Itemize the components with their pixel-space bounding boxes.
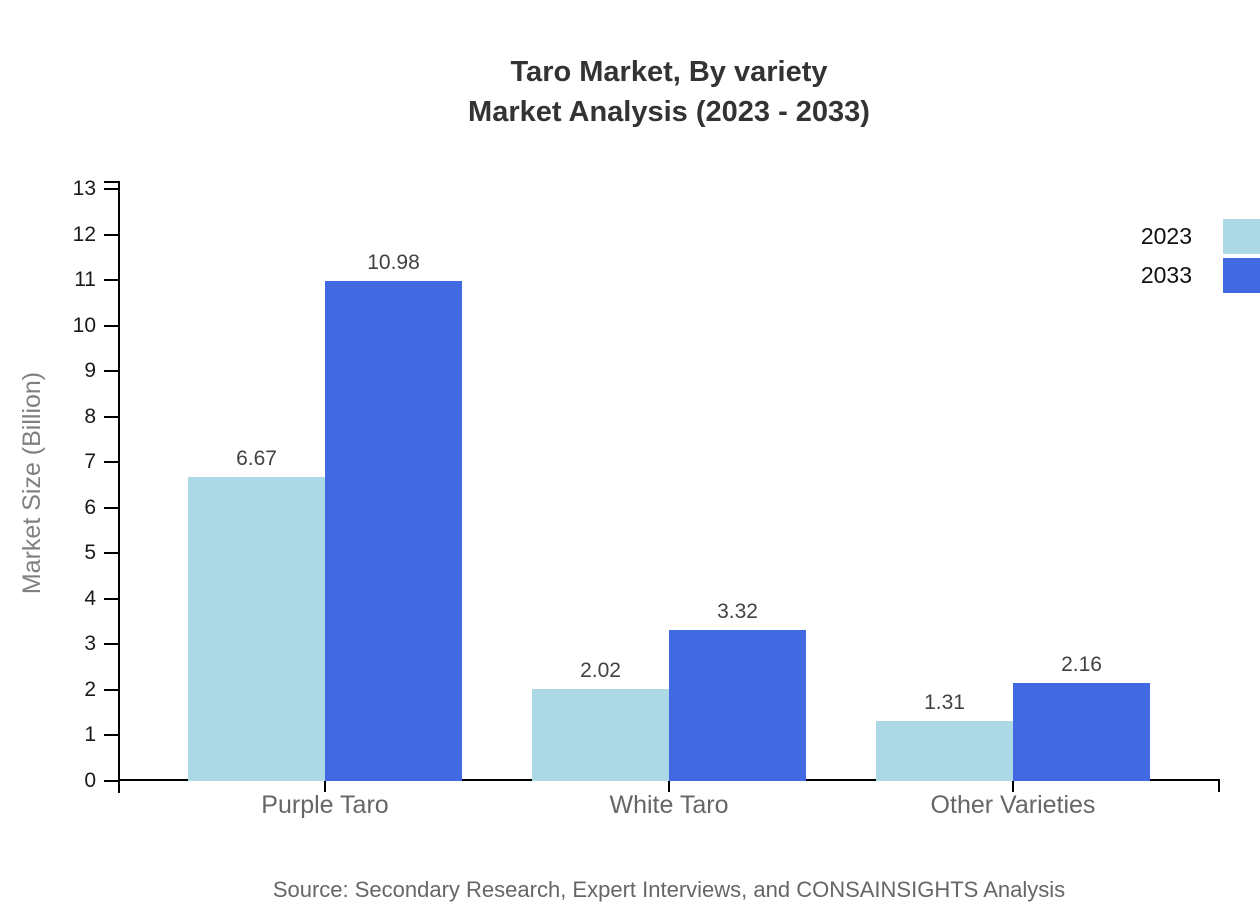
y-axis-tick bbox=[104, 415, 118, 418]
value-label-2023-purple-taro: 6.67 bbox=[236, 447, 277, 471]
y-axis-tick bbox=[104, 461, 118, 464]
plot-area: 0 1 2 3 4 5 6 7 8 9 10 11 12 13 Purple Taro 6.67 10.98 Wh… bbox=[73, 177, 1220, 819]
y-axis-tick bbox=[104, 370, 118, 373]
y-axis-tick-label: 11 bbox=[74, 268, 96, 292]
y-axis-tick-label: 10 bbox=[72, 313, 96, 337]
y-axis-tick-label: 7 bbox=[84, 450, 96, 474]
y-axis-tick-label: 1 bbox=[84, 723, 96, 747]
value-label-2023-white-taro: 2.02 bbox=[580, 659, 621, 682]
bar-2023-white-taro bbox=[532, 689, 669, 781]
value-label-2033-purple-taro: 10.98 bbox=[367, 250, 420, 274]
y-axis-tick bbox=[104, 688, 118, 691]
x-axis-tick bbox=[324, 779, 326, 792]
legend-swatch-2023 bbox=[1223, 219, 1260, 254]
bar-2033-purple-taro bbox=[325, 280, 462, 781]
y-axis-tick-label: 6 bbox=[84, 495, 96, 519]
y-axis-tick-label: 0 bbox=[84, 769, 96, 792]
y-axis-tick-label: 12 bbox=[72, 222, 96, 246]
y-axis-tick bbox=[104, 552, 118, 555]
value-label-2023-other-varieties: 1.31 bbox=[924, 691, 965, 715]
category-label-purple-taro: Purple Taro bbox=[261, 791, 389, 819]
y-axis-tick bbox=[104, 506, 118, 509]
legend-row-2033: 2033 bbox=[1141, 258, 1260, 293]
bar-2023-other-varieties bbox=[876, 721, 1013, 781]
source-note: Source: Secondary Research, Expert Inter… bbox=[272, 877, 1066, 902]
y-axis-tick-label: 5 bbox=[84, 541, 96, 565]
y-axis-tick bbox=[104, 780, 118, 782]
bar-2033-white-taro bbox=[669, 629, 806, 781]
x-axis-end-tick bbox=[1218, 779, 1220, 792]
chart-title: Taro Market, By variety Market Analysis … bbox=[118, 52, 1220, 132]
legend-label-2033: 2033 bbox=[1140, 262, 1192, 288]
y-axis-line bbox=[118, 181, 120, 793]
x-axis-tick bbox=[1012, 779, 1014, 792]
y-axis-tick bbox=[104, 734, 118, 737]
value-label-2033-other-varieties: 2.16 bbox=[1061, 652, 1102, 676]
y-axis-tick-label: 4 bbox=[84, 586, 96, 610]
bar-2033-other-varieties bbox=[1013, 682, 1150, 781]
category-label-other-varieties: Other Varieties bbox=[930, 791, 1096, 819]
category-label-white-taro: White Taro bbox=[609, 791, 729, 819]
y-axis-tick bbox=[104, 279, 118, 282]
y-axis-tick-label: 8 bbox=[84, 404, 96, 428]
y-axis-tick bbox=[104, 233, 118, 236]
y-axis-tick-label: 9 bbox=[84, 359, 96, 383]
legend-swatch-2033 bbox=[1223, 258, 1260, 293]
y-axis-end-cap bbox=[104, 181, 120, 183]
y-axis-tick bbox=[104, 643, 118, 646]
legend: 2023 2033 bbox=[1141, 219, 1260, 293]
legend-label-2023: 2023 bbox=[1140, 223, 1192, 249]
x-axis-tick bbox=[668, 779, 670, 792]
y-axis-tick-label: 3 bbox=[84, 632, 96, 656]
y-axis-tick bbox=[104, 188, 118, 190]
y-axis-tick bbox=[104, 324, 118, 327]
y-axis-tick-label: 13 bbox=[72, 177, 96, 200]
legend-row-2023: 2023 bbox=[1141, 219, 1260, 254]
chart-title-line-1: Taro Market, By variety bbox=[510, 56, 828, 88]
chart-title-line-2: Market Analysis (2023 - 2033) bbox=[468, 96, 870, 128]
bar-2023-purple-taro bbox=[188, 477, 325, 781]
y-axis-tick-label: 2 bbox=[84, 677, 96, 701]
value-label-2033-white-taro: 3.32 bbox=[717, 599, 758, 623]
y-axis-tick bbox=[104, 597, 118, 600]
